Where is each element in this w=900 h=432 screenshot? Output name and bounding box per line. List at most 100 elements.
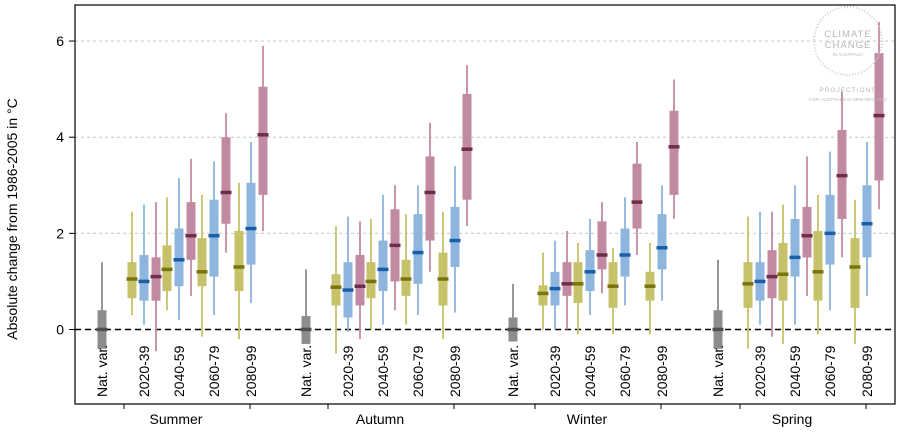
median-mark [572, 282, 584, 286]
period-label: 2020-39 [340, 345, 356, 397]
box [209, 199, 219, 277]
y-tick-label: 2 [56, 225, 64, 241]
median-mark [836, 173, 848, 178]
median-mark [873, 113, 885, 118]
box [258, 86, 268, 195]
period-label: Nat. var. [710, 345, 726, 397]
median-mark [789, 255, 801, 260]
axes: 0 2 4 6 Nat. var. 2020-39 2040-59 2060-79 2080-9… [56, 4, 896, 427]
logo-ring [813, 6, 883, 76]
box [657, 214, 667, 270]
median-mark [801, 233, 813, 238]
logo-line5: FOR AUSTRALIA'S NRM REGIONS [809, 97, 887, 103]
period-label: 2020-39 [136, 345, 152, 397]
period-label: 2040-59 [375, 345, 391, 397]
median-mark [712, 327, 724, 332]
median-mark [365, 279, 377, 284]
period-label: 2080-99 [859, 345, 875, 397]
median-mark [812, 270, 824, 274]
median-mark [644, 284, 656, 288]
median-mark [584, 270, 596, 274]
median-mark [849, 265, 861, 269]
y-tick-label: 0 [56, 321, 64, 337]
median-mark [549, 286, 561, 291]
season-label: Autumn [356, 411, 404, 427]
median-mark [389, 243, 401, 248]
median-mark [607, 284, 619, 288]
median-mark [138, 279, 150, 284]
median-mark [631, 200, 643, 204]
median-mark [330, 285, 342, 289]
logo-line3: IN AUSTRALIA [833, 52, 864, 57]
median-mark [766, 274, 778, 279]
y-tick-label: 6 [56, 33, 64, 49]
box [246, 182, 256, 265]
box [669, 110, 679, 195]
box [850, 238, 860, 308]
period-label: Nat. var. [94, 345, 110, 397]
median-mark [342, 288, 354, 292]
y-axis-label: Absolute change from 1986-2005 in °C [4, 98, 20, 339]
median-mark [412, 250, 424, 255]
median-mark [161, 267, 173, 272]
median-mark [220, 190, 232, 195]
box [632, 163, 642, 229]
box [174, 228, 184, 287]
period-label: 2020-39 [547, 345, 563, 397]
median-mark [507, 327, 519, 332]
median-mark [449, 238, 461, 243]
period-label: 2080-99 [243, 345, 259, 397]
box [538, 285, 548, 306]
median-mark [96, 327, 108, 332]
median-mark [596, 253, 608, 257]
period-label: 2080-99 [447, 345, 463, 397]
box [139, 254, 149, 301]
period-label: 2060-79 [822, 345, 838, 397]
median-mark [354, 284, 366, 288]
median-mark [208, 233, 220, 238]
median-mark [257, 133, 269, 137]
box [597, 221, 607, 270]
period-label: 2020-39 [752, 345, 768, 397]
median-mark [742, 282, 754, 286]
median-mark [233, 265, 245, 269]
climate-change-logo: CLIMATE CHANGE IN AUSTRALIA PROJECTIONS … [809, 6, 887, 103]
median-mark [619, 253, 631, 257]
box [562, 262, 572, 296]
median-mark [437, 277, 449, 281]
median-mark [424, 190, 436, 195]
box [825, 194, 835, 265]
period-label: 2040-59 [787, 345, 803, 397]
median-mark [400, 277, 412, 281]
box [767, 250, 777, 299]
box-marks [96, 21, 885, 354]
median-mark [777, 272, 789, 276]
box [802, 206, 812, 258]
box [378, 240, 388, 292]
median-mark [461, 147, 473, 151]
box [813, 230, 823, 301]
box [355, 254, 365, 306]
median-mark [377, 267, 389, 272]
median-mark [561, 282, 573, 286]
gridlines [75, 40, 895, 234]
box [425, 156, 435, 241]
box [462, 93, 472, 200]
box [186, 202, 196, 260]
median-mark [754, 279, 766, 284]
median-mark [173, 258, 185, 262]
median-mark [668, 145, 680, 149]
box [151, 257, 161, 301]
median-mark [196, 270, 208, 274]
box [221, 137, 231, 224]
median-mark [126, 277, 138, 281]
season-label: Summer [150, 411, 203, 427]
period-label: 2060-79 [617, 345, 633, 397]
box [413, 214, 423, 284]
y-tick-label: 4 [56, 129, 64, 145]
median-mark [656, 246, 668, 250]
logo-line4: PROJECTIONS [819, 87, 876, 94]
logo-line1: CLIMATE [824, 29, 871, 40]
logo-line2: CHANGE [825, 40, 872, 51]
